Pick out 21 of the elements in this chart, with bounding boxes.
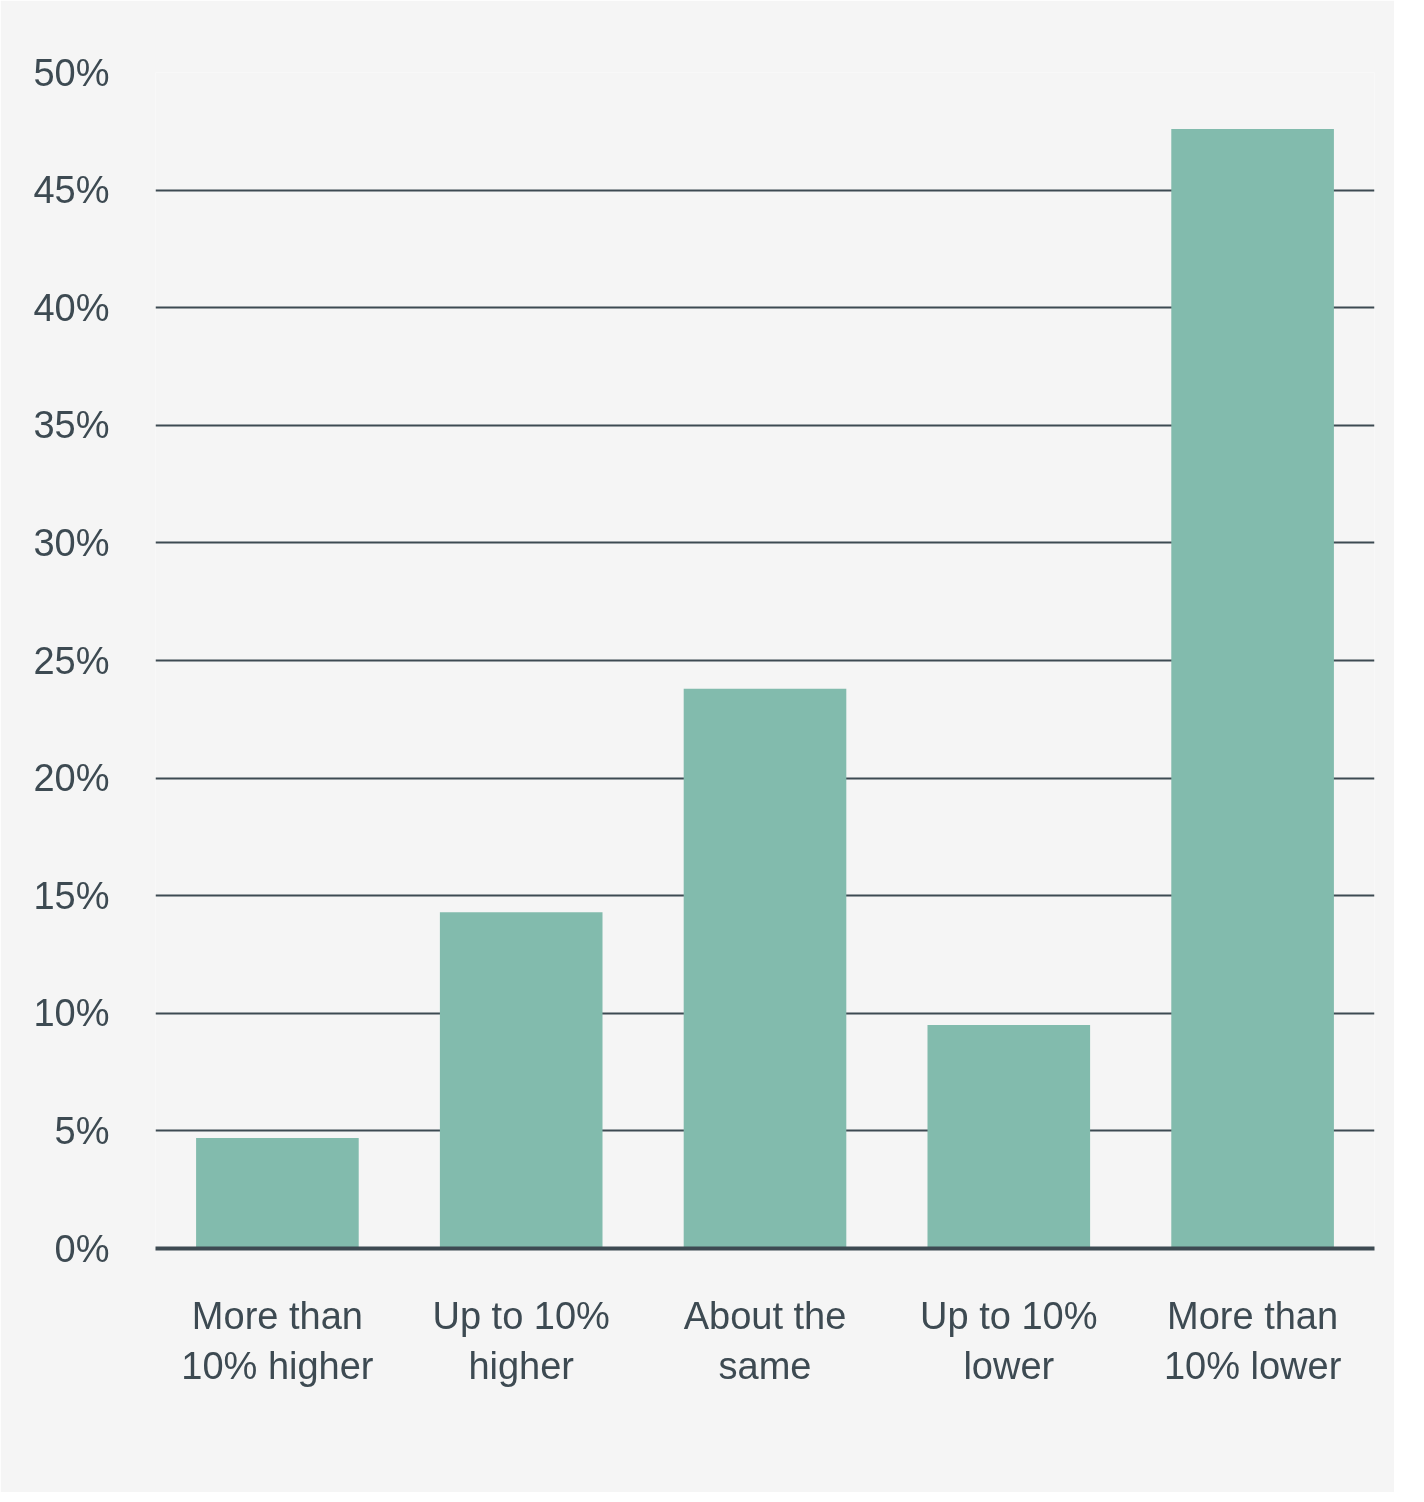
x-tick-label: More than 10% higher <box>181 1294 374 1387</box>
y-tick-label: 25% <box>33 639 110 682</box>
y-tick-label: 50% <box>33 51 110 94</box>
y-tick-label: 0% <box>54 1227 110 1270</box>
bar <box>927 1025 1091 1249</box>
y-tick-label: 30% <box>33 521 110 564</box>
x-tick-label: About the same <box>683 1294 847 1387</box>
y-tick-label: 10% <box>33 992 110 1035</box>
y-tick-label: 20% <box>33 757 110 800</box>
y-tick-label: 45% <box>33 169 110 212</box>
x-tick-label: Up to 10% higher <box>432 1294 610 1387</box>
bar <box>439 912 603 1249</box>
y-tick-label: 15% <box>33 874 110 917</box>
x-tick-label: More than 10% lower <box>1163 1294 1342 1387</box>
bar <box>1171 128 1334 1249</box>
y-tick-label: 35% <box>33 404 110 447</box>
bar <box>196 1137 359 1249</box>
y-tick-label: 40% <box>33 286 110 329</box>
y-tick-label: 5% <box>54 1109 110 1152</box>
bar <box>683 688 847 1249</box>
x-tick-label: Up to 10% lower <box>920 1294 1098 1387</box>
